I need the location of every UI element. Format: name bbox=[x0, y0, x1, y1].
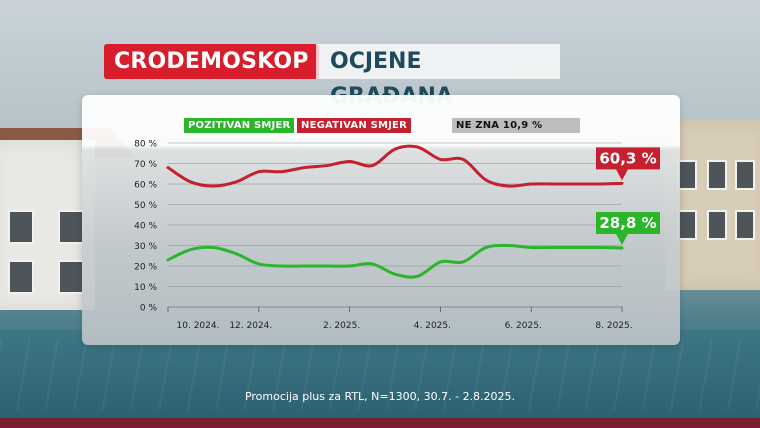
series-line-negative bbox=[166, 144, 624, 188]
bottom-bar bbox=[0, 418, 760, 428]
y-tick-label: 80 % bbox=[134, 140, 157, 150]
background-building-right bbox=[665, 120, 760, 290]
background-window bbox=[707, 160, 727, 190]
background-window bbox=[707, 210, 727, 240]
background-window bbox=[735, 160, 755, 190]
x-tick-label: 10. 2024. bbox=[177, 321, 220, 331]
y-tick-label: 70 % bbox=[134, 160, 157, 170]
end-label-text: 28,8 % bbox=[599, 214, 656, 232]
y-tick-label: 50 % bbox=[134, 201, 157, 211]
background-floor bbox=[0, 330, 760, 428]
y-tick-label: 20 % bbox=[134, 263, 157, 273]
background-window bbox=[735, 210, 755, 240]
end-label-pointer bbox=[616, 169, 628, 181]
x-tick-label: 6. 2025. bbox=[505, 321, 542, 331]
y-tick-label: 60 % bbox=[134, 181, 157, 191]
y-tick-label: 30 % bbox=[134, 242, 157, 252]
end-label-box bbox=[596, 147, 660, 170]
chart-panel bbox=[82, 95, 680, 345]
x-tick-label: 12. 2024. bbox=[229, 321, 272, 331]
x-tick-label: 2. 2025. bbox=[323, 321, 360, 331]
y-tick-label: 0 % bbox=[140, 304, 158, 314]
background-window bbox=[8, 210, 34, 244]
x-tick-label: 8. 2025. bbox=[595, 321, 632, 331]
legend-dont-know: NE ZNA 10,9 % bbox=[452, 118, 580, 133]
legend-positive: POZITIVAN SMJER bbox=[184, 118, 295, 133]
background-floor-pattern bbox=[0, 340, 760, 410]
legend-negative: NEGATIVAN SMJER bbox=[297, 118, 411, 133]
end-label-pointer bbox=[616, 233, 628, 245]
series-line-positive bbox=[166, 243, 624, 279]
x-tick-label: 4. 2025. bbox=[414, 321, 451, 331]
y-tick-label: 40 % bbox=[134, 222, 157, 232]
source-note: Promocija plus za RTL, N=1300, 30.7. - 2… bbox=[244, 390, 516, 403]
brand-label: CRODEMOSKOP bbox=[104, 44, 319, 79]
y-tick-label: 10 % bbox=[134, 283, 157, 293]
background-window bbox=[8, 260, 34, 294]
end-label-text: 60,3 % bbox=[599, 149, 656, 167]
background-window bbox=[58, 260, 84, 294]
end-label-box bbox=[596, 211, 660, 234]
